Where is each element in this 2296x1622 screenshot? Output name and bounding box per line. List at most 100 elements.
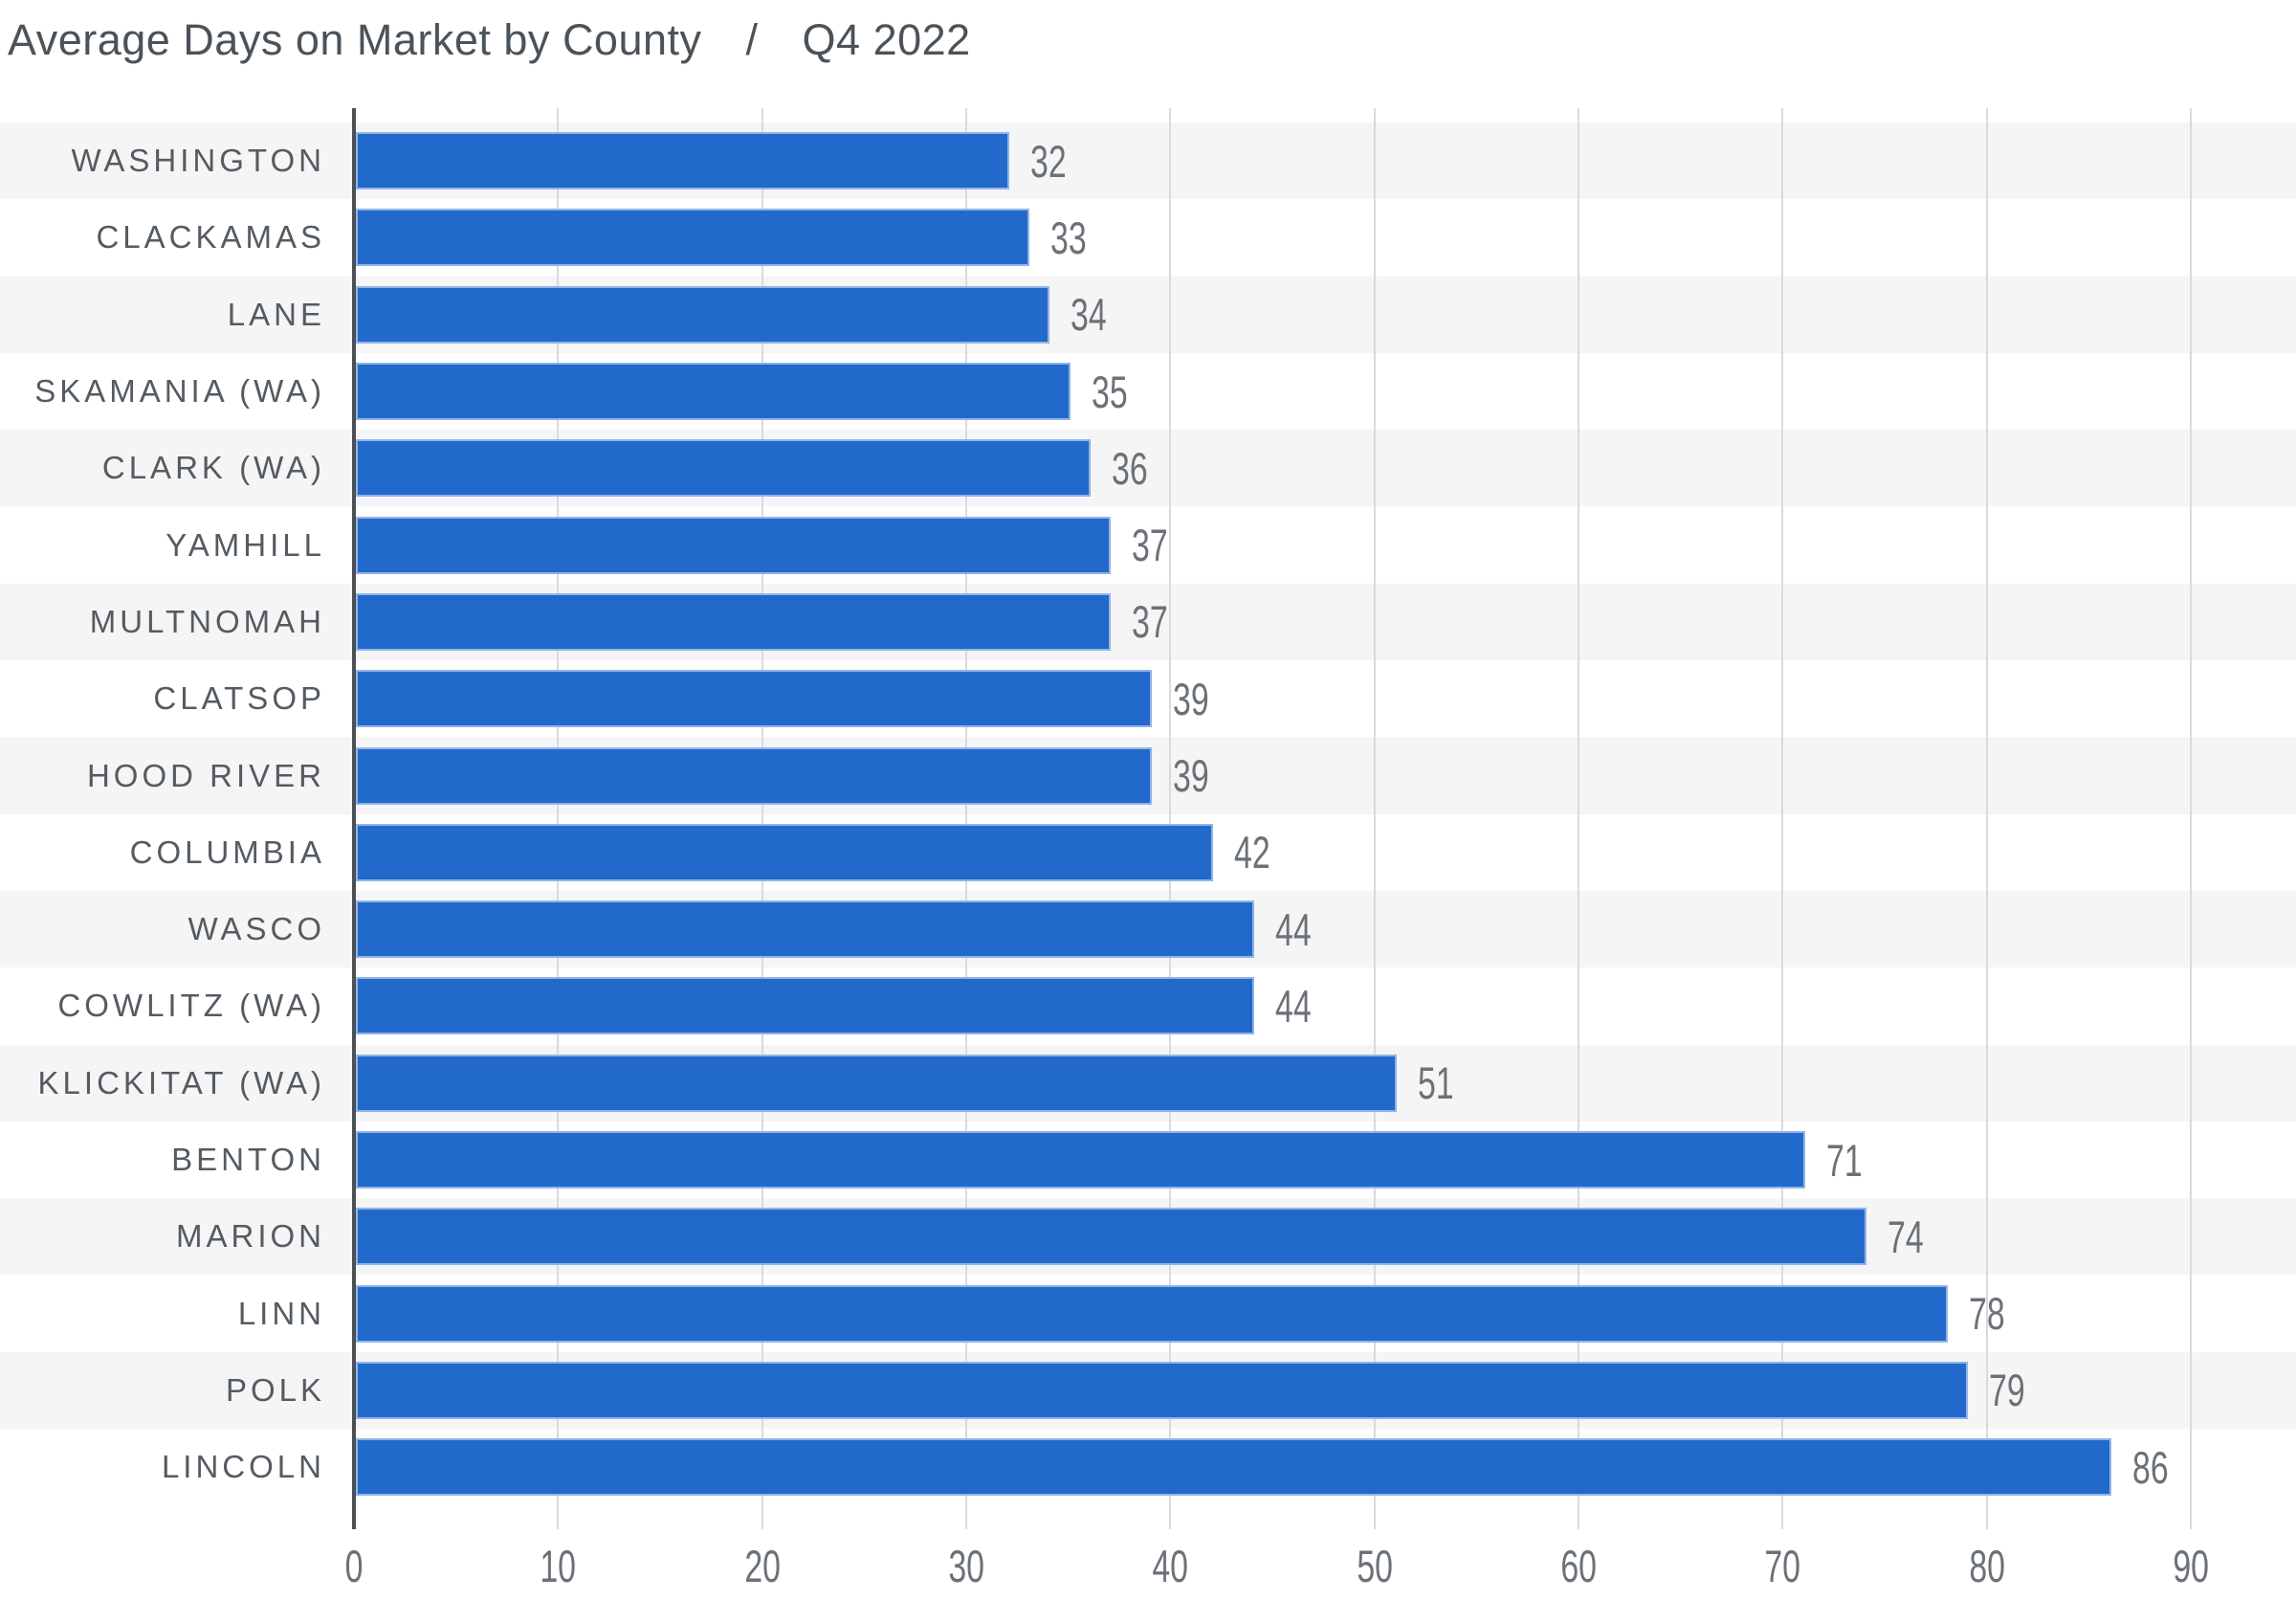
bar (356, 977, 1254, 1035)
x-tick-label: 80 (1930, 1539, 2044, 1592)
chart-title: Average Days on Market by County / Q4 20… (8, 15, 971, 65)
x-tick-label: 0 (297, 1539, 411, 1592)
bar (356, 516, 1112, 574)
bar-value: 37 (1132, 596, 1168, 648)
bar-value: 33 (1050, 211, 1087, 263)
county-label: CLATSOP (153, 680, 325, 717)
bar-value-label: 44 (1275, 900, 1325, 958)
bar-value-label: 33 (1050, 209, 1100, 266)
grid-line (1373, 108, 1376, 1529)
bar (356, 209, 1029, 267)
bar-value-label: 34 (1071, 286, 1120, 344)
chart-title-period: Q4 2022 (802, 15, 971, 64)
x-tick-label: 60 (1521, 1539, 1636, 1592)
county-label: LINCOLN (161, 1449, 325, 1485)
x-tick-label: 90 (2133, 1539, 2248, 1592)
x-tick-value: 70 (1764, 1540, 1801, 1591)
county-label: SKAMANIA (WA) (34, 373, 325, 410)
bar (356, 670, 1152, 728)
county-label: COLUMBIA (129, 833, 325, 870)
bar (356, 823, 1213, 881)
bar-value-label: 78 (1969, 1285, 2019, 1343)
bar (356, 1208, 1866, 1266)
bar (356, 1284, 1948, 1343)
bar-value: 32 (1029, 135, 1067, 187)
county-label: WASCO (188, 911, 325, 947)
county-label: MULTNOMAH (89, 603, 325, 639)
grid-line (2190, 108, 2192, 1529)
bar-value-label: 51 (1418, 1055, 1468, 1112)
bar (356, 746, 1152, 805)
bar-value-label: 35 (1092, 363, 1141, 420)
county-label: CLARK (WA) (101, 450, 325, 486)
county-label: KLICKITAT (WA) (37, 1064, 325, 1100)
bar-value-label: 36 (1112, 439, 1161, 497)
bar-value: 36 (1112, 442, 1148, 494)
x-tick-value: 20 (743, 1540, 781, 1591)
grid-line (965, 108, 967, 1529)
county-label: LINN (237, 1295, 325, 1331)
bar-value: 34 (1071, 289, 1107, 341)
x-tick-value: 50 (1356, 1540, 1393, 1591)
bar-value: 35 (1091, 366, 1128, 417)
row-band (0, 199, 2296, 276)
county-label: YAMHILL (166, 526, 325, 563)
bar-value: 74 (1887, 1211, 1924, 1262)
chart-title-main: Average Days on Market by County (8, 15, 702, 64)
bar-value-label: 39 (1173, 670, 1223, 727)
x-tick-label: 10 (500, 1539, 615, 1592)
bar (356, 1438, 2111, 1497)
bar (356, 592, 1112, 651)
grid-line (1169, 108, 1172, 1529)
x-tick-value: 80 (1968, 1540, 2005, 1591)
bar-value-label: 32 (1030, 132, 1080, 189)
grid-line (1578, 108, 1579, 1529)
bar-value: 44 (1274, 903, 1312, 955)
x-tick-label: 70 (1725, 1539, 1840, 1592)
county-label: POLK (225, 1371, 325, 1408)
county-label: HOOD RIVER (86, 757, 325, 793)
bar-value: 39 (1173, 750, 1209, 802)
bar (356, 439, 1091, 498)
x-tick-label: 30 (909, 1539, 1024, 1592)
bar (356, 363, 1071, 421)
county-label: CLACKAMAS (96, 219, 325, 256)
x-tick-value: 90 (2173, 1540, 2209, 1591)
x-tick-label: 20 (705, 1539, 820, 1592)
bar-value: 37 (1132, 520, 1168, 571)
bar-value-label: 42 (1234, 824, 1284, 881)
bar (356, 132, 1009, 190)
bar-value: 79 (1989, 1365, 2025, 1416)
grid-line (557, 108, 560, 1529)
bar-value: 78 (1969, 1288, 2005, 1340)
x-tick-label: 50 (1317, 1539, 1432, 1592)
bar-value: 71 (1825, 1134, 1863, 1186)
county-label: LANE (227, 296, 325, 332)
bar (356, 1361, 1969, 1419)
bar-value-label: 37 (1132, 593, 1181, 651)
bar-value-label: 71 (1826, 1131, 1876, 1189)
bar-value-label: 86 (2132, 1438, 2182, 1496)
x-tick-value: 10 (540, 1540, 577, 1591)
bar-value: 39 (1173, 673, 1209, 724)
bar-value: 86 (2131, 1441, 2169, 1493)
bar-value-label: 44 (1275, 977, 1325, 1034)
county-label: BENTON (171, 1142, 325, 1178)
county-label: WASHINGTON (71, 143, 325, 179)
bar-value-label: 37 (1132, 517, 1181, 574)
x-tick-label: 40 (1113, 1539, 1227, 1592)
county-label: MARION (176, 1218, 325, 1255)
chart-title-separator: / (745, 15, 759, 64)
x-tick-value: 40 (1152, 1540, 1189, 1591)
bar-value-label: 74 (1888, 1208, 1937, 1265)
bar-value-label: 39 (1173, 747, 1223, 805)
x-tick-value: 60 (1560, 1540, 1597, 1591)
county-label: COWLITZ (WA) (57, 988, 325, 1024)
bar-value: 44 (1274, 980, 1312, 1032)
bar (356, 1131, 1805, 1189)
row-band (0, 276, 2296, 353)
grid-line (761, 108, 763, 1529)
x-tick-value: 30 (948, 1540, 984, 1591)
grid-line (1781, 108, 1784, 1529)
